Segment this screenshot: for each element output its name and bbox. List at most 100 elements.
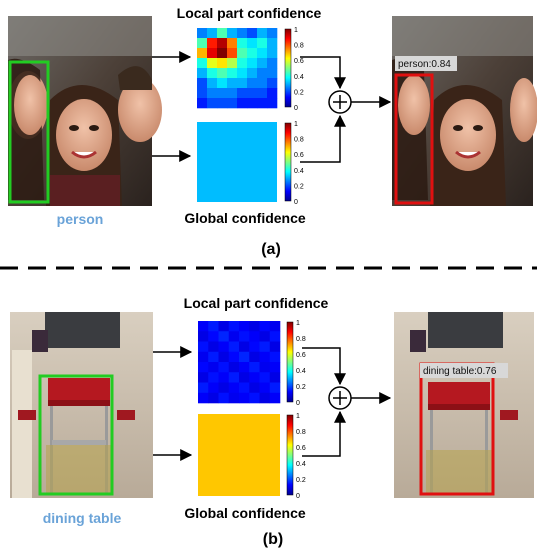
heatmap-cell [207, 88, 218, 99]
colorbar-tick-label: 0 [294, 105, 298, 112]
heatmap-cell [208, 351, 219, 363]
panel-b: dining table Local part confidence Globa… [10, 295, 534, 548]
global-confidence-title: Global confidence [184, 505, 306, 521]
fusion-plus-icon [328, 90, 352, 114]
colorbar-tick-label: 0.8 [296, 429, 306, 436]
arrow [300, 56, 346, 90]
panel-a: person Local part confidence Global conf… [8, 5, 537, 258]
local-confidence-title: Local part confidence [184, 295, 329, 311]
heatmap-cell [197, 98, 208, 109]
heatmap-cell [237, 88, 248, 99]
heatmap-cell [198, 362, 209, 373]
heatmap-cell [257, 58, 268, 69]
panel-caption: (b) [263, 531, 283, 548]
colorbar-tick-label: 0.8 [294, 43, 304, 50]
heatmap-cell [269, 341, 281, 353]
heatmap-cell [237, 78, 248, 89]
heatmap-cell [269, 321, 281, 332]
colorbar: 1 0.8 0.6 0.4 0.2 0 [286, 413, 306, 500]
heatmap-cell [239, 321, 250, 332]
heatmap-cell [259, 331, 271, 342]
heatmap-cell [218, 351, 230, 363]
heatmap-cell [228, 341, 240, 353]
heatmap-cell [228, 351, 240, 363]
heatmap-cell [249, 331, 260, 342]
heatmap-cell [249, 362, 260, 373]
heatmap-cell [259, 341, 271, 353]
colorbar-tick-label: 0.4 [294, 74, 304, 81]
heatmap-cell [228, 392, 240, 404]
colorbar: 1 0.8 0.6 0.4 0.2 0 [284, 121, 304, 206]
heatmap-cell [217, 68, 228, 79]
heatmap-cell [217, 38, 228, 49]
output-photo-dining-table: dining table:0.76 [394, 312, 534, 498]
colorbar-tick-label: 0.8 [294, 137, 304, 144]
colorbar-tick-label: 1 [296, 413, 300, 420]
heatmap-cell [228, 331, 240, 342]
colorbar-tick-label: 1 [296, 320, 300, 327]
colorbar-tick-label: 0.2 [296, 477, 306, 484]
heatmap-cell [259, 351, 271, 363]
heatmap-cell [267, 78, 278, 89]
detection-label-bg [395, 56, 457, 71]
heatmap-cell [208, 341, 219, 353]
heatmap-cell [257, 98, 268, 109]
heatmap-cell [227, 28, 238, 39]
heatmap-cell [269, 331, 281, 342]
colorbar-tick-label: 0.2 [294, 183, 304, 190]
heatmap-cell [237, 58, 248, 69]
colorbar-tick-label: 0.4 [296, 368, 306, 375]
heatmap-cell [208, 331, 219, 342]
heatmap-cell [228, 321, 240, 332]
heatmap-cell [267, 98, 278, 109]
local-confidence-title: Local part confidence [177, 5, 322, 21]
heatmap-cell [207, 78, 218, 89]
heatmap-cell [239, 382, 250, 394]
detection-label-bg [420, 363, 508, 378]
colorbar-tick-label: 0.4 [296, 461, 306, 468]
colorbar-gradient [284, 28, 292, 108]
heatmap-cell [237, 38, 248, 49]
heatmap-cell [198, 382, 209, 394]
colorbar-tick-label: 1 [294, 27, 298, 34]
heatmap-cell [207, 68, 218, 79]
heatmap-cell [259, 382, 271, 394]
heatmap-cell [218, 331, 230, 342]
heatmap-cell [207, 28, 218, 39]
detection-box [394, 73, 434, 205]
colorbar-tick-label: 0.2 [296, 384, 306, 391]
heatmap-cell [247, 98, 258, 109]
colorbar-gradient [286, 414, 294, 496]
heatmap-cell [257, 38, 268, 49]
heatmap-cell [208, 372, 219, 383]
fusion-plus-icon [328, 386, 352, 410]
heatmap-cell [208, 362, 219, 373]
heatmap-cell [247, 38, 258, 49]
global-confidence-map [198, 414, 280, 496]
heatmap-cell [267, 68, 278, 79]
colorbar-tick-label: 0.6 [296, 445, 306, 452]
input-photo-dining-table [10, 312, 153, 498]
colorbar-tick-label: 0.6 [294, 152, 304, 159]
heatmap-cell [267, 58, 278, 69]
heatmap-cell [228, 382, 240, 394]
heatmap-cell [239, 372, 250, 383]
colorbar-tick-label: 0 [294, 199, 298, 206]
heatmap-cell [227, 48, 238, 59]
heatmap-cell [197, 68, 208, 79]
heatmap-cell [208, 321, 219, 332]
heatmap-cell [227, 38, 238, 49]
heatmap-cell [247, 68, 258, 79]
colorbar-tick-label: 0.6 [294, 58, 304, 65]
heatmap-cell [267, 88, 278, 99]
heatmap-cell [259, 321, 271, 332]
heatmap-cell [197, 28, 208, 39]
heatmap-cell [197, 88, 208, 99]
colorbar: 1 0.8 0.6 0.4 0.2 0 [284, 27, 304, 112]
heatmap-cell [227, 78, 238, 89]
heatmap-cell [247, 48, 258, 59]
heatmap-cell [228, 362, 240, 373]
local-confidence-heatmap [197, 28, 278, 109]
heatmap-cell [267, 28, 278, 39]
